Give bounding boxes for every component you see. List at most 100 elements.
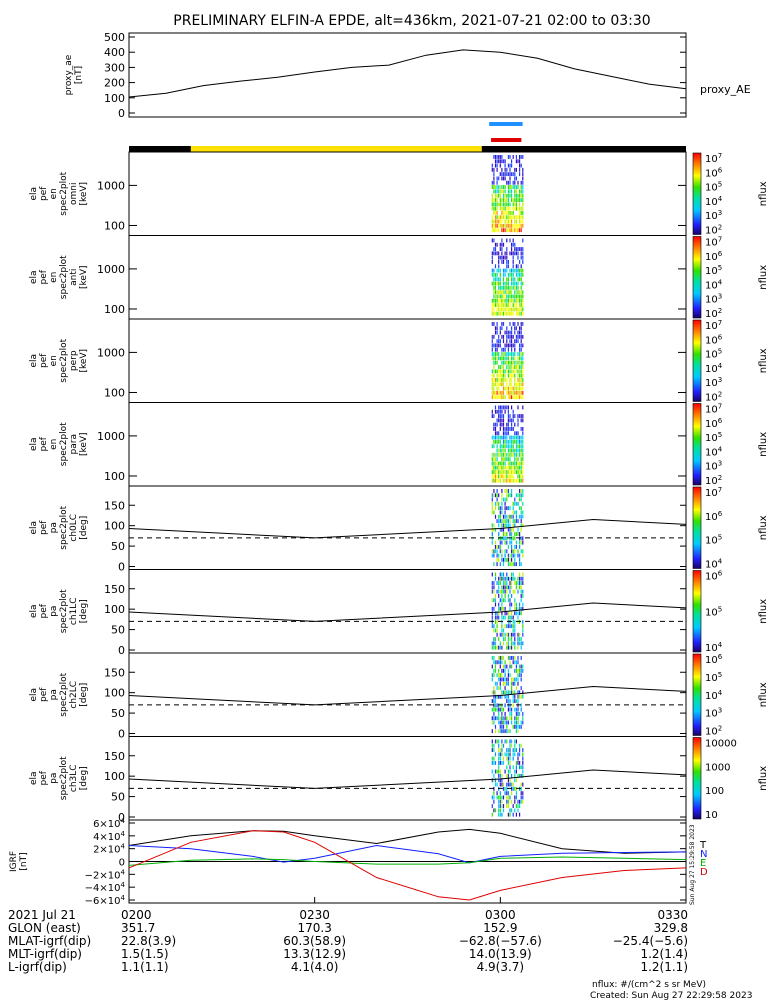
heat-cell [502,369,505,374]
heat-cell [509,795,511,800]
heat-cell [522,514,524,519]
heat-cell [491,729,493,734]
heat-cell [498,268,500,273]
heat-cell [491,461,493,466]
heat-cell [493,378,495,382]
heat-cell [519,386,521,391]
heat-cell [515,268,517,273]
heat-cell [494,716,497,721]
heat-cell [491,352,493,356]
heat-cell [498,339,500,344]
ylabel-line: ela [29,521,39,535]
heat-cell [519,557,521,562]
heat-cell [514,422,516,427]
heat-cell [519,585,521,590]
heat-cell [514,290,516,295]
ylabel-pa_ch2: ela pef pa spec2plot ch2LC [deg] [29,672,89,716]
heat-cell [514,576,516,581]
heat-cell [499,193,501,198]
heat-cell [520,673,522,678]
heat-cell [502,303,505,307]
heat-cell [499,223,501,228]
heat-cell [498,448,500,453]
heat-cell [509,238,511,243]
heat-cell [509,268,511,273]
heat-cell [514,167,516,172]
heat-cell [499,343,501,348]
heat-cell [512,298,514,303]
heat-cell [512,427,514,431]
heat-cell [509,189,511,194]
heat-cell [507,360,509,365]
heat-cell [494,378,497,382]
heat-cell [517,435,519,440]
heat-cell [494,576,497,581]
heat-cell [522,206,524,211]
heat-cell [522,474,524,479]
heat-cell [491,193,493,198]
heat-cell [496,716,498,721]
heat-cell [514,435,516,440]
heat-cell [514,189,516,194]
heat-cell [520,474,522,479]
heat-cell [520,786,522,791]
heat-cell [509,523,511,528]
heat-cell [509,298,511,303]
heat-cell [514,589,516,594]
heat-cell [502,536,505,541]
heat-cell [504,598,506,603]
heat-cell [507,330,509,335]
heat-cell [502,294,505,299]
ytick-label: 150 [104,499,125,512]
heat-cell [504,606,506,611]
heat-cell [511,219,513,224]
heat-cell [506,285,508,290]
heat-cell [509,352,511,356]
heat-cell [504,202,506,207]
heat-cell [496,549,498,554]
heat-cell [493,360,495,365]
heat-cell [504,506,506,511]
heat-cell [517,215,519,220]
heat-cell [514,656,516,660]
heat-cell [491,720,493,725]
heat-cell [496,489,498,493]
heat-cell [501,448,503,453]
heat-cell [491,598,493,603]
heat-cell [514,501,516,506]
heat-cell [511,382,513,387]
heat-cell [498,382,500,387]
ytick-label: 50 [111,540,125,553]
heat-cell [501,645,503,650]
xaxis-row-value: 0300 [485,908,516,922]
heat-cell [496,553,498,558]
heat-cell [520,365,522,369]
heat-cell [509,369,511,374]
heat-cell [509,699,511,703]
heat-cell [512,765,514,770]
ytick-label: 100 [104,303,125,316]
heat-cell [514,414,516,418]
heat-cell [519,326,521,331]
heat-cell [515,298,517,303]
heat-cell [498,298,500,303]
heat-cell [522,576,524,581]
colorbar-label: nflux [758,432,769,457]
ylabel-line: anti [69,269,79,286]
heat-cell [498,611,500,616]
heat-cell [499,390,501,395]
heat-cell [494,457,497,462]
heat-cell [512,238,514,243]
heat-cell [520,645,522,650]
heat-cell [519,163,521,168]
heat-cell [511,189,513,194]
heat-cell [514,668,516,673]
heat-cell [506,720,508,725]
heat-cell [493,238,495,243]
heat-cell [509,465,511,470]
heat-cell [514,172,516,177]
heat-cell [514,395,516,400]
heat-cell [507,673,509,678]
heat-cell [509,656,511,660]
